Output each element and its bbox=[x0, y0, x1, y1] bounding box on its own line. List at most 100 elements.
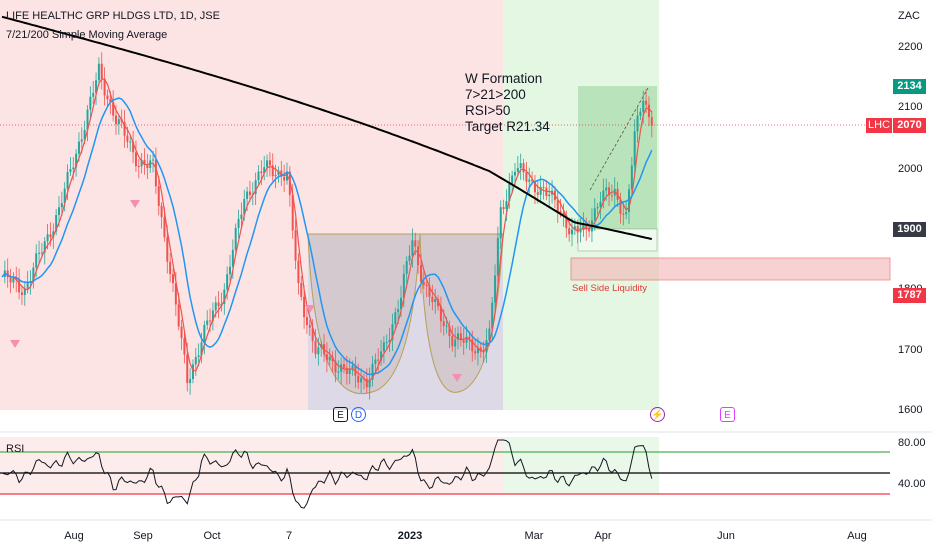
candle-body bbox=[263, 167, 266, 174]
candle-body bbox=[223, 289, 226, 304]
y-tick-1600: 1600 bbox=[898, 404, 923, 416]
candle-body bbox=[608, 187, 611, 196]
annotation-line-3: RSI>50 bbox=[465, 103, 511, 118]
candle-body bbox=[52, 231, 55, 238]
x-tick-apr: Apr bbox=[594, 530, 612, 542]
candle-body bbox=[97, 63, 100, 81]
candle-body bbox=[186, 354, 189, 384]
candle-body bbox=[69, 169, 72, 172]
candle-body bbox=[476, 347, 479, 354]
candle-body bbox=[152, 159, 155, 161]
candle-body bbox=[411, 240, 414, 256]
sell-signal-marker bbox=[305, 305, 315, 313]
candle-body bbox=[334, 361, 337, 373]
candle-body bbox=[123, 121, 126, 136]
candle-body bbox=[496, 238, 499, 276]
x-tick-mar: Mar bbox=[524, 530, 544, 542]
candle-body bbox=[337, 371, 340, 373]
candle-body bbox=[194, 357, 197, 365]
candle-body bbox=[112, 102, 115, 116]
rsi-label: RSI bbox=[6, 443, 25, 455]
candle-body bbox=[260, 171, 263, 174]
candle-body bbox=[568, 228, 571, 235]
candle-body bbox=[402, 273, 405, 298]
candle-body bbox=[502, 207, 505, 209]
candle-body bbox=[425, 285, 428, 287]
rsi-line bbox=[1, 439, 653, 509]
candle-body bbox=[462, 339, 465, 343]
candle-body bbox=[565, 215, 568, 229]
candle-body bbox=[166, 237, 169, 262]
candle-body bbox=[451, 336, 454, 347]
candle-body bbox=[308, 325, 311, 328]
candle-body bbox=[582, 223, 585, 231]
candle-body bbox=[49, 234, 52, 238]
earnings-event-icon[interactable]: E bbox=[333, 407, 348, 422]
candle-body bbox=[528, 179, 531, 182]
candle-body bbox=[266, 160, 269, 168]
candle-body bbox=[628, 189, 630, 213]
candle-body bbox=[294, 230, 297, 261]
candle-body bbox=[377, 359, 380, 361]
candle-body bbox=[593, 208, 596, 221]
candle-body bbox=[234, 227, 237, 250]
candle-body bbox=[303, 296, 306, 318]
candle-body bbox=[149, 160, 152, 168]
candle-body bbox=[571, 229, 573, 235]
sell-side-liquidity-zone bbox=[570, 257, 891, 281]
candle-body bbox=[630, 165, 633, 190]
candle-body bbox=[132, 141, 135, 153]
candle-body bbox=[305, 317, 308, 326]
candle-body bbox=[9, 277, 12, 283]
candle-body bbox=[408, 255, 411, 261]
candle-body bbox=[211, 310, 214, 321]
candle-body bbox=[505, 201, 508, 209]
candle-body bbox=[246, 191, 249, 199]
candle-body bbox=[317, 347, 320, 355]
candle-body bbox=[448, 325, 451, 337]
candle-body bbox=[479, 347, 482, 352]
candle-body bbox=[491, 302, 494, 329]
candle-body bbox=[80, 139, 83, 142]
candle-body bbox=[573, 226, 576, 230]
candle-body bbox=[58, 207, 60, 216]
candle-body bbox=[459, 333, 462, 340]
candle-body bbox=[445, 325, 448, 327]
candle-body bbox=[397, 309, 400, 313]
candle-body bbox=[368, 379, 371, 388]
candle-body bbox=[488, 328, 491, 341]
x-tick-7: 7 bbox=[285, 530, 293, 542]
candle-body bbox=[12, 277, 15, 283]
candle-body bbox=[531, 179, 534, 182]
candle-body bbox=[63, 188, 66, 204]
sell-signal-marker bbox=[10, 340, 20, 348]
candle-body bbox=[254, 180, 257, 195]
candle-body bbox=[291, 194, 294, 231]
candle-body bbox=[625, 212, 628, 215]
future-earnings-event-icon[interactable]: E bbox=[720, 407, 735, 422]
candle-body bbox=[89, 96, 92, 110]
dividend-event-icon[interactable]: D bbox=[351, 407, 366, 422]
target-box bbox=[578, 86, 657, 229]
candle-body bbox=[274, 174, 277, 177]
y-tick-2000: 2000 bbox=[898, 163, 923, 175]
lightning-event-icon[interactable]: ⚡ bbox=[650, 407, 665, 422]
candle-body bbox=[134, 152, 137, 167]
candle-body bbox=[214, 302, 217, 311]
candle-body bbox=[645, 100, 648, 105]
candle-body bbox=[514, 171, 516, 176]
annotation-line-2: 7>21>200 bbox=[465, 87, 526, 102]
candle-body bbox=[143, 159, 146, 165]
candle-body bbox=[103, 78, 106, 96]
candle-body bbox=[206, 320, 209, 325]
candle-body bbox=[240, 214, 243, 219]
candle-body bbox=[137, 166, 140, 168]
candle-body bbox=[75, 153, 78, 168]
y-tick-1700: 1700 bbox=[898, 344, 923, 356]
candle-body bbox=[439, 306, 442, 322]
candle-body bbox=[174, 283, 177, 305]
candle-body bbox=[539, 186, 542, 195]
candle-body bbox=[391, 324, 394, 340]
candle-body bbox=[485, 340, 488, 353]
